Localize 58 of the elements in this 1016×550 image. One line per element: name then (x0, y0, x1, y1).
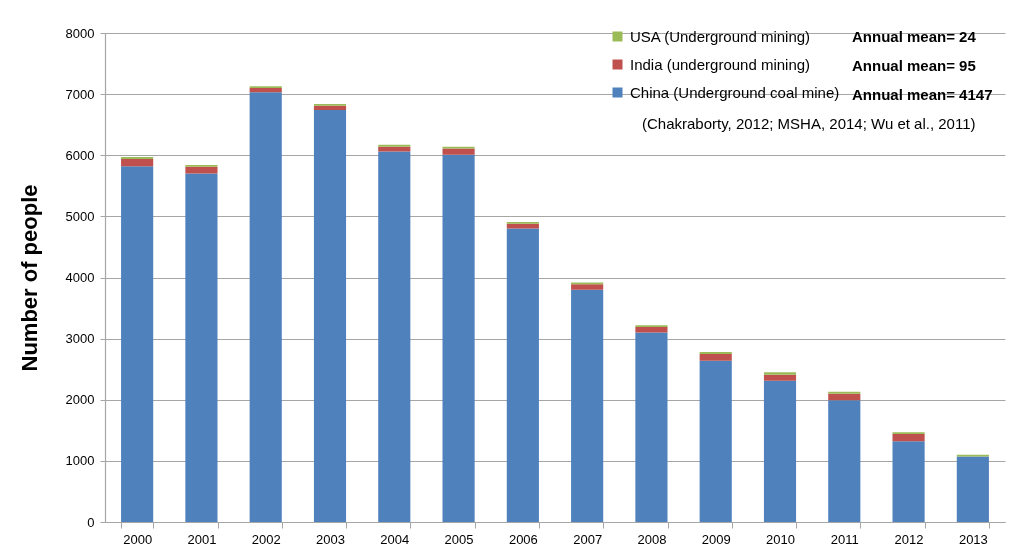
bar (571, 284, 604, 290)
bar (571, 289, 604, 522)
y-tick-label: 0 (87, 514, 95, 530)
bar (378, 146, 411, 152)
x-tick-label: 2001 (187, 531, 217, 547)
bar (506, 223, 539, 229)
y-axis-title: Number of people (16, 184, 42, 372)
y-tick-label: 4000 (65, 270, 95, 285)
x-tick-label: 2013 (958, 531, 988, 547)
y-tick-label: 8000 (65, 25, 95, 41)
x-tick-label: 2009 (701, 531, 731, 547)
annotation: Annual mean= 24 (852, 28, 977, 45)
bar (313, 110, 347, 522)
bar (763, 380, 797, 522)
bar (185, 166, 218, 174)
bar (442, 148, 475, 155)
bar (763, 372, 797, 375)
legend-label: India (underground mining) (630, 55, 811, 73)
x-tick-label: 2006 (508, 531, 538, 547)
bar (121, 158, 154, 167)
x-tick-label: 2000 (123, 531, 153, 547)
bar (892, 441, 925, 522)
bar (763, 374, 797, 381)
annotation: Annual mean= 4147 (852, 86, 993, 103)
y-tick-label: 7000 (65, 86, 95, 102)
bar (699, 360, 732, 522)
bar (635, 332, 668, 522)
x-tick-label: 2007 (573, 531, 603, 547)
annotation: Annual mean= 95 (852, 57, 976, 74)
y-tick-label: 5000 (65, 208, 95, 224)
x-tick-label: 2005 (444, 531, 474, 547)
bar (249, 92, 282, 522)
bar (956, 456, 989, 522)
bar (185, 173, 218, 522)
bar (442, 154, 475, 522)
bar (121, 166, 154, 522)
bar (249, 88, 282, 93)
x-tick-label: 2011 (830, 531, 859, 547)
bar (892, 433, 925, 442)
y-tick-label: 6000 (65, 147, 95, 163)
x-tick-label: 2010 (766, 531, 795, 547)
bar (699, 353, 732, 361)
x-tick-label: 2003 (316, 531, 345, 547)
bar (828, 400, 861, 522)
bar (313, 105, 347, 111)
legend-label: USA (Underground mining) (630, 27, 811, 45)
y-tick-label: 2000 (65, 392, 95, 408)
x-tick-label: 2002 (251, 531, 281, 547)
x-tick-label: 2008 (637, 531, 667, 547)
bar (378, 151, 411, 522)
y-tick-label: 3000 (65, 331, 95, 347)
x-tick-label: 2004 (380, 531, 410, 547)
bar (506, 228, 539, 522)
y-tick-label: 1000 (65, 453, 95, 469)
x-tick-label: 2012 (894, 531, 924, 547)
bar (635, 327, 668, 333)
annotation: (Chakraborty, 2012; MSHA, 2014; Wu et al., 2011) (642, 115, 976, 132)
legend-label: China (Underground coal mine) (630, 83, 840, 101)
